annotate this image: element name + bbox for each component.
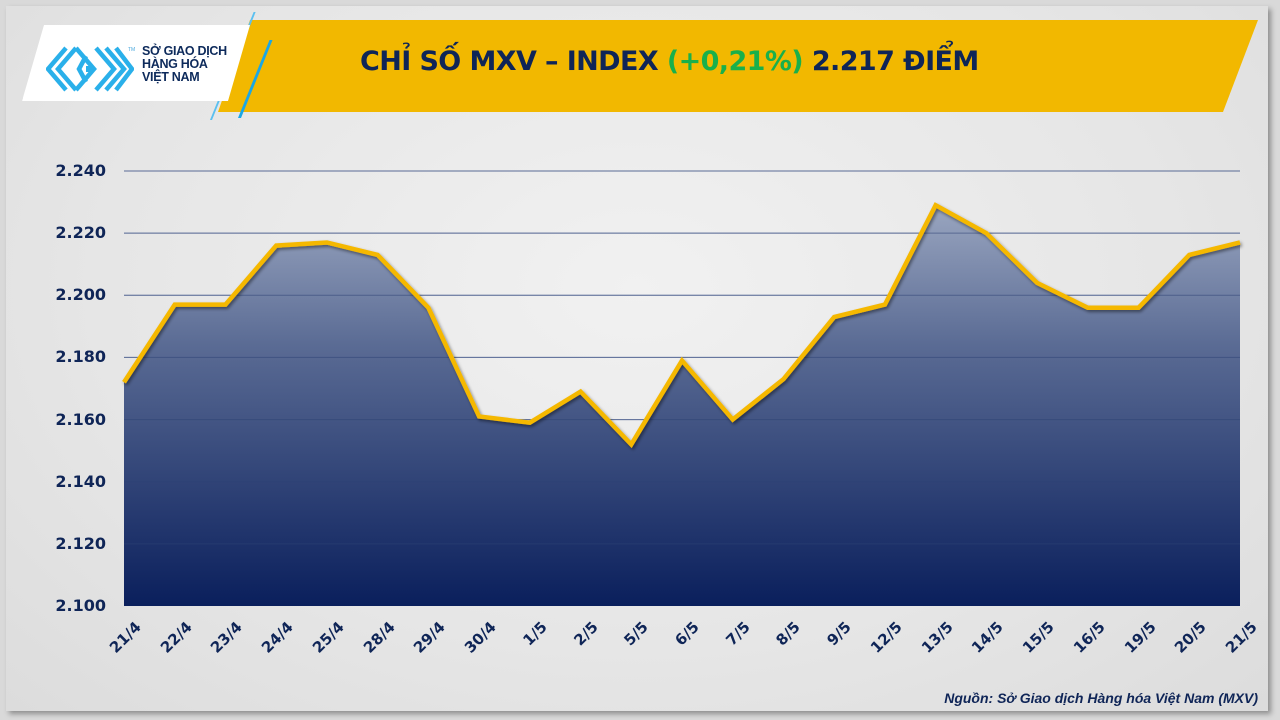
y-tick-label: 2.220 bbox=[55, 223, 106, 243]
title-banner bbox=[218, 20, 1258, 112]
trademark: TM bbox=[128, 47, 136, 53]
y-tick-label: 2.180 bbox=[55, 347, 106, 367]
y-tick-label: 2.100 bbox=[55, 596, 106, 615]
y-tick-label: 2.140 bbox=[55, 471, 106, 491]
y-tick-label: 2.160 bbox=[55, 409, 106, 429]
logo-line-3: VIỆT NAM bbox=[142, 70, 200, 84]
title-prefix: CHỈ SỐ MXV – INDEX bbox=[360, 46, 667, 77]
logo-line-2: HÀNG HÓA bbox=[142, 57, 208, 71]
area-fill bbox=[124, 205, 1240, 606]
logo-text: SỞ GIAO DỊCH HÀNG HÓA VIỆT NAM bbox=[142, 45, 227, 84]
title-suffix: 2.217 ĐIỂM bbox=[803, 46, 979, 77]
y-tick-label: 2.240 bbox=[55, 161, 106, 180]
chart-title: CHỈ SỐ MXV – INDEX (+0,21%) 2.217 ĐIỂM bbox=[360, 46, 1020, 77]
source-note: Nguồn: Sở Giao dịch Hàng hóa Việt Nam (M… bbox=[944, 690, 1258, 706]
logo-line-1: SỞ GIAO DỊCH bbox=[142, 44, 227, 58]
title-change: (+0,21%) bbox=[666, 46, 804, 77]
y-tick-label: 2.200 bbox=[55, 285, 106, 305]
y-tick-label: 2.120 bbox=[55, 533, 106, 553]
index-line bbox=[122, 202, 1241, 449]
logo-panel bbox=[22, 25, 250, 101]
mxv-logo-icon bbox=[46, 46, 134, 92]
